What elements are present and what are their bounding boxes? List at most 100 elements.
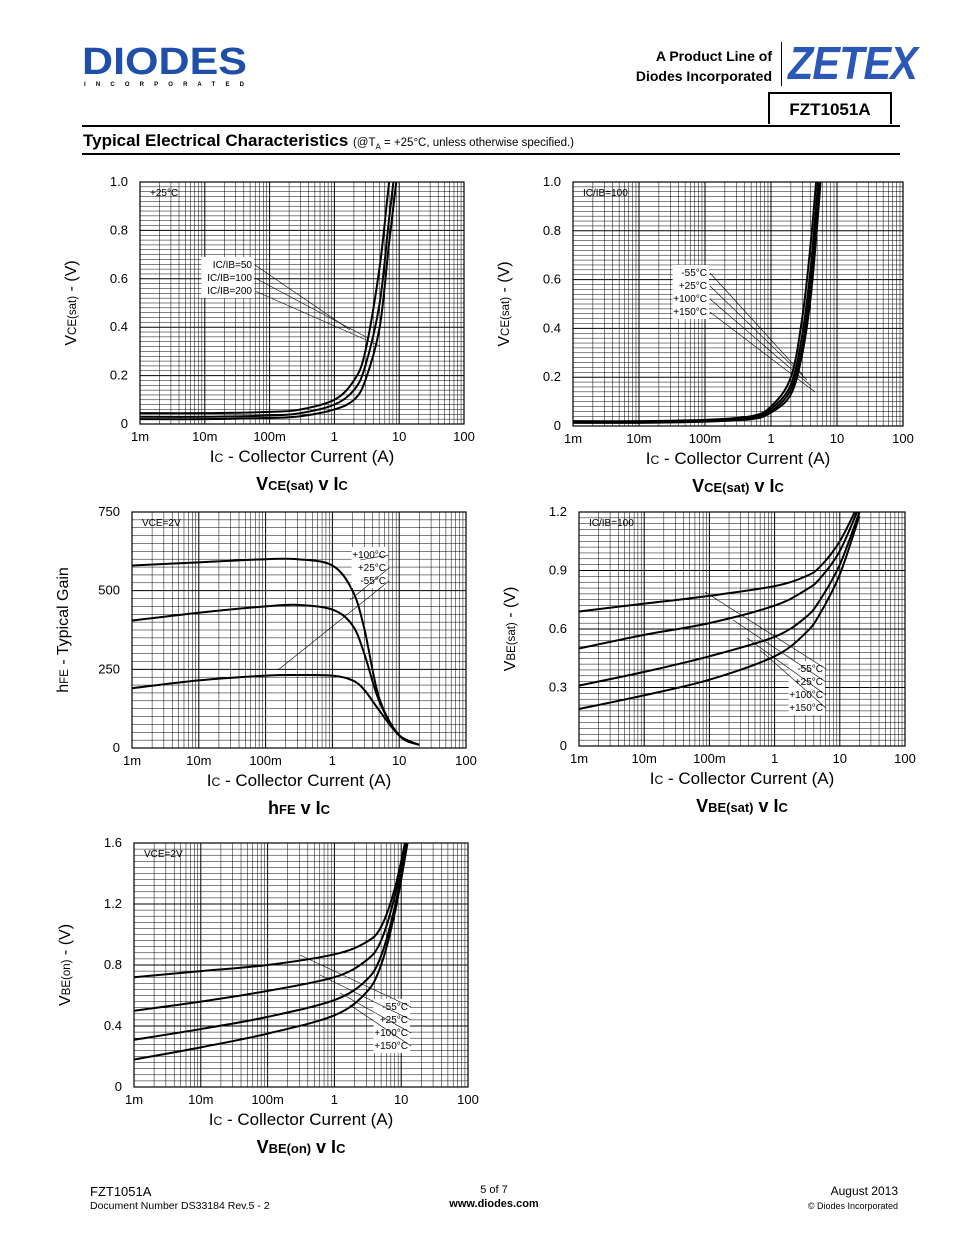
x-tick-label: 100 [457, 1092, 479, 1107]
condition-label: VCE=2V [142, 518, 181, 529]
plot-frame [133, 842, 469, 1088]
legend-leader [732, 619, 827, 683]
series-group [579, 512, 861, 710]
y-tick-label: 750 [98, 504, 120, 519]
chart-title: hFE v IC [268, 798, 330, 818]
y-tick-label: 0.6 [110, 271, 128, 286]
x-tick-label: 10m [188, 1092, 213, 1107]
series-line [579, 515, 861, 710]
series-line [573, 182, 822, 424]
header-divider [781, 42, 782, 86]
grid [133, 842, 469, 1088]
x-tick-label: 1 [331, 1092, 338, 1107]
zetex-logo: ZETEX [788, 37, 918, 89]
legend-background [201, 257, 254, 298]
condition-label: +25°C [150, 188, 178, 199]
x-tick-label: 10 [392, 753, 406, 768]
y-tick-label: 0.9 [549, 563, 567, 578]
legend-leader [254, 264, 351, 331]
chart-vcesat-vs-ic-temp: 0 0.2 0.4 0.6 0.8 1.0 1m 10m 100m 1 10 100 IC - Coll… [496, 174, 914, 496]
legend-entry: IC/IB=50 [213, 260, 253, 271]
x-tick-label: 1m [131, 429, 149, 444]
chart-title: VBE(sat) v IC [696, 796, 788, 816]
x-tick-label: 10m [192, 429, 217, 444]
y-tick-label: 0.4 [104, 1018, 122, 1033]
x-tick-label: 10m [632, 751, 657, 766]
y-tick-label: 0.6 [543, 272, 561, 287]
series-line [132, 673, 420, 746]
plot-frame [572, 181, 904, 427]
legend-entry: -55°C [797, 664, 823, 675]
footer-doc-number: Document Number DS33184 Rev.5 - 2 [90, 1200, 270, 1212]
legend-entry: +100°C [352, 550, 386, 561]
x-axis-label: IC - Collector Current (A) [207, 771, 392, 790]
condition-label: VCE=2V [144, 849, 183, 860]
legend-background [373, 999, 410, 1053]
legend-leader [349, 1004, 412, 1047]
x-tick-label: 100 [894, 751, 916, 766]
legend-leader [704, 591, 827, 670]
grid [131, 511, 467, 749]
footer-left: FZT1051A Document Number DS33184 Rev.5 -… [90, 1184, 270, 1214]
legend-leader [349, 567, 390, 601]
y-tick-label: 1.2 [549, 504, 567, 519]
legend-leader [339, 992, 412, 1034]
legend-entry: +100°C [374, 1028, 408, 1039]
legend-entry: +25°C [358, 563, 386, 574]
series-group [132, 557, 420, 746]
logo-text: DIODES [82, 42, 247, 83]
y-tick-label: 0.4 [110, 319, 128, 334]
x-tick-label: 100m [253, 429, 286, 444]
x-tick-label: 10 [392, 429, 406, 444]
legend-leader [746, 637, 827, 696]
section-title-text: Typical Electrical Characteristics [83, 131, 349, 150]
legend-entry: +100°C [789, 690, 823, 701]
x-tick-label: 100m [251, 1092, 284, 1107]
chart-title: VBE(on) v IC [257, 1137, 346, 1157]
y-tick-label: 0 [115, 1079, 122, 1094]
x-tick-label: 100 [455, 753, 477, 768]
legend-leader [299, 954, 412, 1008]
grid [139, 181, 465, 425]
condition-label: IC/IB=100 [589, 518, 634, 529]
y-axis-label: VCE(sat) - (V) [63, 260, 80, 345]
series-line [579, 512, 861, 687]
chart-hfe-vs-ic: 0 250 500 750 1m 10m 100m 1 10 100 IC - Collector … [55, 504, 477, 818]
footer-center: 5 of 7 www.diodes.com [427, 1183, 561, 1211]
chart-vcesat-vs-ic-ratio: 0 0.2 0.4 0.6 0.8 1.0 1m 10m 100m 1 10 100 IC - Coll… [63, 174, 475, 494]
x-tick-label: 1m [125, 1092, 143, 1107]
plot-frame [139, 181, 465, 425]
series-line [140, 182, 395, 418]
y-tick-label: 0.3 [549, 680, 567, 695]
header-rule [82, 125, 900, 127]
diodes-logo: DIODES I N C O R P O R A T E D [82, 42, 247, 88]
plot-frame [131, 511, 467, 749]
x-tick-label: 1m [123, 753, 141, 768]
x-tick-label: 100m [689, 431, 722, 446]
legend-leader [709, 311, 816, 393]
series-line [140, 182, 398, 421]
y-tick-label: 0.8 [543, 223, 561, 238]
section-condition: (@TA = +25°C, unless otherwise specified… [352, 137, 574, 152]
legend-leader [709, 298, 812, 387]
x-tick-label: 1 [331, 429, 338, 444]
y-axis-label: hFE - Typical Gain [55, 567, 72, 693]
x-tick-label: 1 [329, 753, 336, 768]
plot-frame [578, 511, 906, 747]
footer-url[interactable]: www.diodes.com [449, 1198, 539, 1210]
y-tick-label: 0.2 [110, 368, 128, 383]
chart-title: VCE(sat) v IC [256, 474, 348, 494]
y-tick-label: 0 [121, 416, 128, 431]
series-line [579, 512, 856, 613]
y-tick-label: 250 [98, 661, 120, 676]
y-tick-label: 0.6 [549, 621, 567, 636]
legend-leader [254, 290, 381, 347]
x-tick-label: 100 [892, 431, 914, 446]
y-axis-label: VCE(sat) - (V) [496, 261, 513, 346]
product-line-1: A Product Line of [655, 48, 772, 64]
part-number-box: FZT1051A [768, 92, 892, 124]
x-axis-label: IC - Collector Current (A) [209, 1110, 394, 1129]
x-tick-label: 1 [771, 751, 778, 766]
y-axis-label: VBE(on) - (V) [57, 924, 74, 1006]
legend-entry: IC/IB=200 [207, 286, 252, 297]
